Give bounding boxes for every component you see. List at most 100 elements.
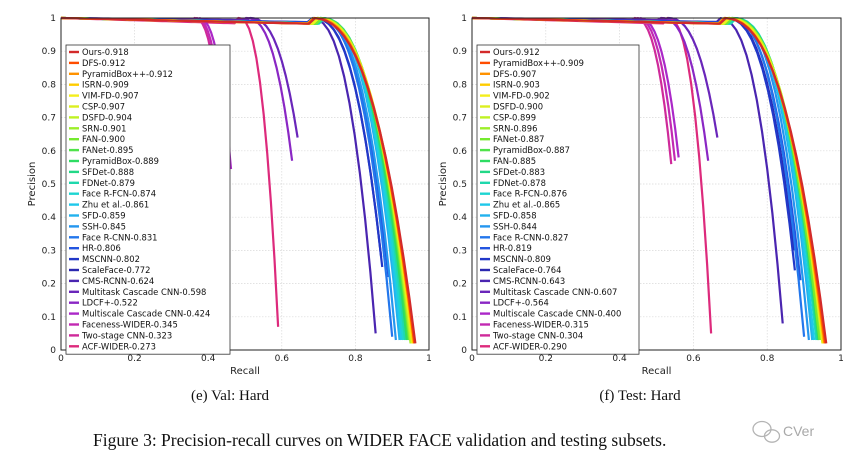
y-tick-label: 0.8 [453,80,468,90]
x-axis-label: Recall [230,366,260,377]
y-tick-label: 1 [461,14,467,24]
legend-entry: CSP-0.899 [493,112,536,122]
x-tick-label: 1 [426,354,432,364]
legend-entry: PyramidBox++-0.909 [493,58,584,68]
figure-caption: Figure 3: Precision-recall curves on WID… [93,430,666,450]
legend-entry: Face R-FCN-0.876 [493,189,567,199]
x-tick-label: 0.4 [201,354,216,364]
x-tick-label: 0.4 [612,354,627,364]
legend-entry: FANet-0.895 [82,145,133,155]
y-tick-label: 0.2 [42,280,56,290]
legend-entry: Multiscale Cascade CNN-0.400 [493,309,621,319]
y-tick-label: 0.7 [453,114,467,124]
legend: Ours-0.912PyramidBox++-0.909DFS-0.907ISR… [476,44,640,355]
legend-box [476,44,640,355]
legend-entry: HR-0.806 [82,243,121,253]
legend-entry: DFS-0.912 [82,58,125,68]
legend-entry: Multitask Cascade CNN-0.607 [493,287,617,297]
legend-entry: Multitask Cascade CNN-0.598 [82,287,206,297]
subcaption-test-hard: (f) Test: Hard [599,388,681,404]
y-tick-label: 0.6 [42,147,57,157]
legend-entry: ScaleFace-0.772 [82,265,150,275]
x-tick-label: 1 [838,354,844,364]
x-tick-label: 0 [58,354,64,364]
x-tick-label: 0.8 [760,354,775,364]
chart-val-hard: 0 0.2 0.4 0.6 0.8 1 0 0.1 0.2 0.3 0.4 0.5 0.6 0.7 0.8 0… [27,14,432,377]
pr-curve-series [471,16,828,344]
legend-entry: FANet-0.887 [493,134,544,144]
legend-entry: SFD-0.859 [82,211,126,221]
y-tick-label: 0.5 [453,180,467,190]
pr-curve-series [60,16,417,344]
legend-entry: SFD-0.858 [493,211,537,221]
x-tick-label: 0 [469,354,475,364]
legend-entry: Face R-FCN-0.874 [82,189,156,199]
y-tick-label: 0.8 [42,80,57,90]
legend-entry: LDCF+-0.564 [493,298,549,308]
legend-entry: Faceness-WIDER-0.345 [82,320,178,330]
y-tick-label: 0 [50,346,56,356]
y-tick-label: 0.7 [42,114,56,124]
legend-entry: FDNet-0.878 [493,178,546,188]
y-tick-label: 0.3 [453,246,467,256]
legend-entry: ISRN-0.903 [493,80,540,90]
y-tick-label: 0.2 [453,280,467,290]
legend-entry: PyramidBox-0.887 [493,145,570,155]
legend-entry: SFDet-0.883 [493,167,545,177]
x-tick-label: 0.6 [686,354,701,364]
y-axis-label: Precision [438,162,449,207]
x-tick-label: 0.2 [539,354,553,364]
y-axis-label: Precision [27,162,38,207]
legend-entry: SSH-0.845 [82,221,126,231]
pr-curves [471,16,828,344]
legend-entry: PyramidBox-0.889 [82,156,159,166]
legend-entry: ACF-WIDER-0.273 [82,341,156,351]
legend-entry: ScaleFace-0.764 [493,265,561,275]
legend-entry: ISRN-0.909 [82,80,129,90]
legend-entry: ACF-WIDER-0.290 [493,341,567,351]
legend-entry: HR-0.819 [493,243,532,253]
legend-entry: SFDet-0.888 [82,167,134,177]
legend-entry: LDCF+-0.522 [82,298,138,308]
legend-entry: DFS-0.907 [493,69,536,79]
legend-entry: PyramidBox++-0.912 [82,69,173,79]
legend-entry: Face R-CNN-0.831 [82,232,157,242]
chart-test-hard: 0 0.2 0.4 0.6 0.8 1 0 0.1 0.2 0.3 0.4 0.5 0.6 0.7 0.8 0… [438,14,844,377]
watermark: CVer [752,420,814,443]
x-tick-label: 0.2 [127,354,141,364]
legend-entry: Two-stage CNN-0.323 [81,330,172,340]
y-tick-label: 0.3 [42,246,56,256]
legend-entry: Two-stage CNN-0.304 [492,330,583,340]
y-tick-label: 0.5 [42,180,56,190]
y-tick-label: 0 [461,346,467,356]
legend-entry: FDNet-0.879 [82,178,135,188]
legend: Ours-0.918DFS-0.912PyramidBox++-0.912ISR… [65,44,231,355]
legend-entry: Zhu et al.-0.861 [82,200,149,210]
y-tick-label: 0.1 [453,313,467,323]
wechat-logo-icon [752,420,781,443]
legend-entry: FAN-0.900 [82,134,125,144]
y-tick-label: 1 [50,14,56,24]
x-tick-label: 0.8 [348,354,363,364]
legend-entry: CMS-RCNN-0.624 [82,276,154,286]
y-tick-label: 0.6 [453,147,468,157]
y-tick-label: 0.1 [42,313,56,323]
legend-entry: Zhu et al.-0.865 [493,200,560,210]
legend-entry: CSP-0.907 [82,102,125,112]
y-tick-label: 0.4 [42,213,57,223]
legend-entry: Multiscale Cascade CNN-0.424 [82,309,210,319]
axes-frame [471,17,842,351]
watermark-text: CVer [783,423,814,439]
legend-entry: SSH-0.844 [493,221,537,231]
legend-entry: VIM-FD-0.907 [82,91,139,101]
axes-frame [60,17,430,351]
y-tick-label: 0.9 [453,47,468,57]
legend-box [65,44,231,355]
legend-entry: MSCNN-0.809 [493,254,551,264]
x-tick-label: 0.6 [275,354,290,364]
legend-entry: Face R-CNN-0.827 [493,232,568,242]
legend-entry: Ours-0.912 [493,47,540,57]
legend-entry: Faceness-WIDER-0.315 [493,320,589,330]
x-axis-label: Recall [642,366,672,377]
